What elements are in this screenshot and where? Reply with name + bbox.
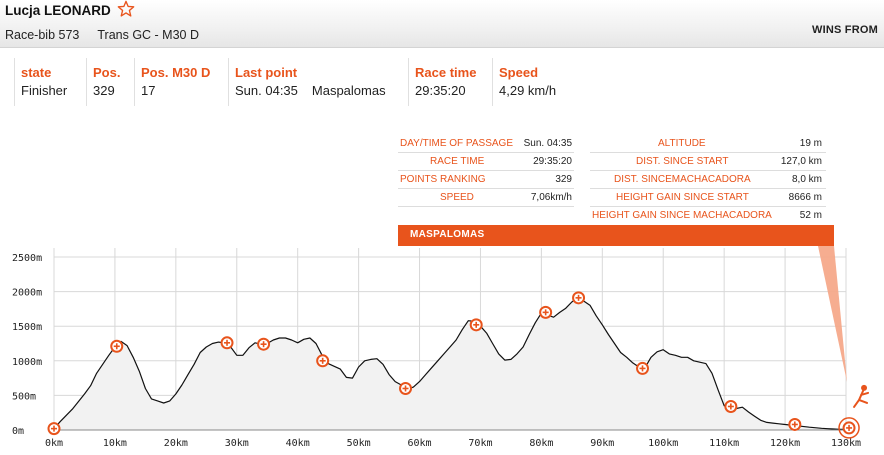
stat-race-time-value: 29:35:20: [415, 83, 466, 98]
stat-last-point-value: Sun. 04:35 Maspalomas: [235, 83, 404, 98]
y-tick-label: 0m: [12, 426, 24, 437]
info-value: 7,06km/h: [530, 192, 572, 203]
y-tick-label: 2500m: [12, 253, 42, 264]
runner-head: [861, 384, 868, 391]
stat-category-position-value: 17: [141, 83, 156, 98]
stat-speed: Speed 4,29 km/h: [492, 58, 578, 106]
x-tick-label: 110km: [709, 438, 739, 449]
info-key: DIST. SINCEMACHACADORA: [614, 174, 751, 185]
selected-point-banner: MASPALOMAS: [398, 225, 834, 246]
x-tick-label: 60km: [407, 438, 431, 449]
x-tick-label: 120km: [770, 438, 800, 449]
x-tick-label: 80km: [529, 438, 553, 449]
info-row: DIST. SINCEMACHACADORA 8,0 km: [590, 171, 826, 189]
info-row: RACE TIME 29:35:20: [398, 153, 574, 171]
stat-state-value: Finisher: [21, 83, 68, 98]
checkpoint-plus-icon[interactable]: [539, 305, 553, 319]
y-tick-label: 1500m: [12, 322, 42, 333]
x-tick-label: 50km: [347, 438, 371, 449]
checkpoint-plus-icon[interactable]: [724, 399, 738, 413]
checkpoint-plus-icon[interactable]: [47, 422, 61, 436]
athlete-name: Lucja LEONARD: [5, 3, 111, 18]
y-tick-label: 500m: [12, 391, 36, 402]
bib-number: Race-bib 573: [5, 28, 80, 42]
info-row: POINTS RANKING 329: [398, 171, 574, 189]
checkpoint-plus-icon[interactable]: [316, 354, 330, 368]
stat-category-position: Pos. M30 D 17: [134, 58, 220, 106]
athlete-header: Lucja LEONARD Race-bib 573 Trans GC - M30…: [0, 0, 884, 48]
info-value: 8666 m: [788, 192, 822, 203]
elevation-area: [54, 297, 846, 430]
info-key: SPEED: [440, 192, 474, 203]
info-key: ALTITUDE: [658, 138, 706, 149]
checkpoint-plus-icon[interactable]: [399, 381, 413, 395]
checkpoint-plus-icon[interactable]: [110, 339, 124, 353]
info-value: 127,0 km: [780, 156, 822, 167]
info-key: POINTS RANKING: [400, 174, 486, 185]
x-tick-label: 30km: [225, 438, 249, 449]
bib-line: Race-bib 573 Trans GC - M30 D: [5, 28, 199, 42]
info-key: RACE TIME: [430, 156, 485, 167]
last-point-time: Sun. 04:35: [235, 83, 298, 98]
stat-last-point: Last point Sun. 04:35 Maspalomas: [228, 58, 404, 106]
info-row: HEIGHT GAIN SINCE MACHACADORA 52 m: [590, 207, 826, 225]
info-row: DIST. SINCE START 127,0 km: [590, 153, 826, 171]
stat-speed-label: Speed: [499, 65, 539, 80]
y-tick-label: 1000m: [12, 357, 42, 368]
checkpoint-markers[interactable]: [47, 291, 860, 439]
checkpoint-plus-icon[interactable]: [788, 417, 802, 431]
elevation-line: [53, 297, 847, 430]
info-row: SPEED 7,06km/h: [398, 189, 574, 207]
checkpoint-plus-icon[interactable]: [636, 361, 650, 375]
info-value: 8,0 km: [791, 174, 822, 185]
y-tick-label: 2000m: [12, 288, 42, 299]
x-tick-label: 130km: [831, 438, 861, 449]
info-row: DAY/TIME OF PASSAGE Sun. 04:35: [398, 135, 574, 153]
info-value: 29:35:20: [533, 156, 572, 167]
stat-race-time-label: Race time: [415, 65, 477, 80]
info-key: DIST. SINCE START: [636, 156, 729, 167]
stat-race-time: Race time 29:35:20: [408, 58, 488, 106]
checkpoint-plus-icon[interactable]: [469, 318, 483, 332]
star-outline-icon[interactable]: [117, 0, 135, 18]
checkpoint-plus-icon[interactable]: [838, 417, 860, 439]
info-row: HEIGHT GAIN SINCE START 8666 m: [590, 189, 826, 207]
finish-runner-icon[interactable]: [853, 384, 870, 408]
stat-position: Pos. 329: [86, 58, 132, 106]
info-value: Sun. 04:35: [523, 138, 572, 149]
stat-last-point-label: Last point: [235, 65, 298, 80]
x-tick-label: 70km: [468, 438, 492, 449]
stat-position-label: Pos.: [93, 65, 121, 80]
x-tick-label: 10km: [103, 438, 127, 449]
runner-body: [853, 389, 870, 408]
info-value: 329: [555, 174, 572, 185]
selected-point-pointer: [818, 246, 847, 382]
stat-state-label: state: [21, 65, 52, 80]
info-key: DAY/TIME OF PASSAGE: [400, 138, 513, 149]
x-tick-label: 40km: [286, 438, 310, 449]
x-tick-label: 100km: [648, 438, 678, 449]
selected-point-name: MASPALOMAS: [410, 229, 485, 240]
checkpoint-plus-icon[interactable]: [572, 291, 586, 305]
info-key: HEIGHT GAIN SINCE START: [616, 192, 749, 203]
race-category: Trans GC - M30 D: [97, 28, 199, 42]
x-tick-label: 90km: [590, 438, 614, 449]
info-row: ALTITUDE 19 m: [590, 135, 826, 153]
stat-category-position-label: Pos. M30 D: [141, 65, 211, 80]
info-value: 52 m: [799, 210, 822, 221]
info-value: 19 m: [799, 138, 822, 149]
stat-position-value: 329: [93, 83, 115, 98]
stat-speed-value: 4,29 km/h: [499, 83, 557, 98]
checkpoint-plus-icon[interactable]: [220, 336, 234, 350]
last-point-place: Maspalomas: [311, 83, 386, 98]
x-tick-label: 20km: [164, 438, 188, 449]
checkpoint-plus-icon[interactable]: [257, 337, 271, 351]
wins-from-link[interactable]: WINS FROM: [812, 24, 878, 36]
info-key: HEIGHT GAIN SINCE MACHACADORA: [592, 210, 772, 221]
chart-axes: 0km 10km 20km 30km 40km 50km 60km 70km 80km 90km 1…: [12, 253, 861, 449]
stat-state: state Finisher: [14, 58, 78, 106]
x-tick-label: 0km: [45, 438, 63, 449]
